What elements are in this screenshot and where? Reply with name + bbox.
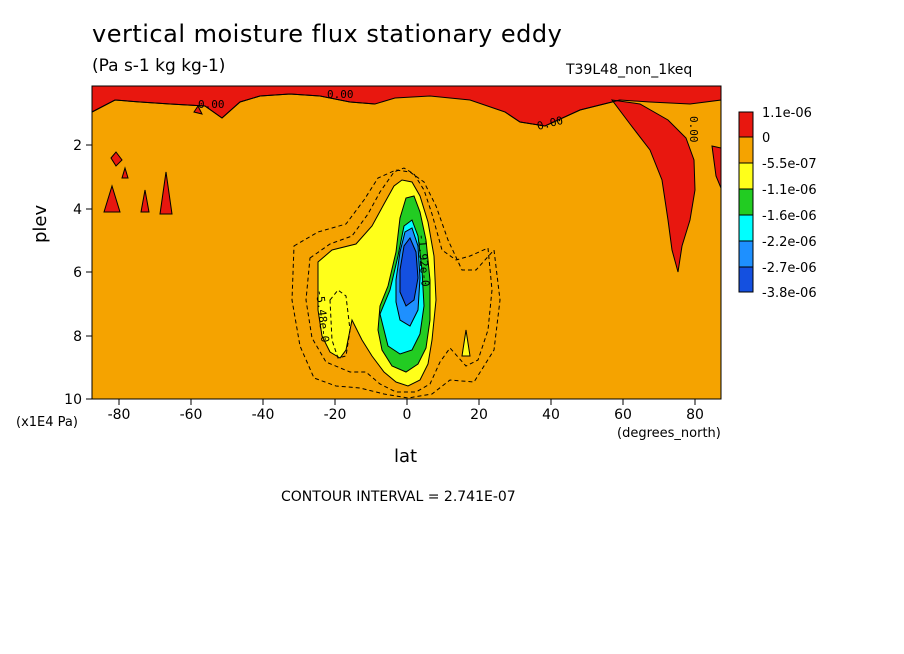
colorbar: 1.1e-06 0 -5.5e-07 -1.1e-06 -1.6e-06 -2.… [738,106,817,301]
x-tick-label: -20 [324,407,347,423]
x-axis: -80 -60 -40 -20 0 20 40 60 80 [108,399,704,423]
positive-spike [159,171,173,215]
y-tick-label: 2 [73,138,82,154]
x-tick-label: 80 [686,407,704,423]
x-tick-label: 60 [614,407,632,423]
contour-label-group: 0.00 0.00 0.00 0.00 -5.48e-0 -1.92e-0 [198,88,700,343]
contour-label: -5.48e-0 [313,289,331,343]
colorbar-label: -2.2e-06 [762,235,817,250]
positive-spike [140,189,150,213]
x-tick-label: -80 [108,407,131,423]
x-tick: 20 [470,399,488,423]
y-tick-label: 6 [73,265,82,281]
x-tick: -20 [324,399,347,423]
chart-subtitle: (Pa s-1 kg kg-1) [92,56,226,76]
colorbar-swatch [738,188,754,216]
y-units: (x1E4 Pa) [16,415,78,430]
x-units: (degrees_north) [617,426,721,441]
positive-spike [103,184,121,213]
contour-interval: CONTOUR INTERVAL = 2.741E-07 [281,489,516,505]
contour-label: 0.00 [327,88,354,101]
colorbar-label: 0 [762,131,770,146]
contour-label: 0.00 [687,116,700,143]
colorbar-swatch [738,111,754,138]
positive-spike [110,151,123,167]
y-axis: 2 4 6 8 10 [64,138,92,408]
colorbar-label: -5.5e-07 [762,157,817,172]
y-tick-label: 10 [64,392,82,408]
x-axis-label: lat [394,446,418,467]
zero-contours [91,93,621,127]
contour-label: 0.00 [536,114,565,133]
run-id: T39L48_non_1keq [566,62,693,78]
negative-region-yellow [461,329,471,357]
contour-label: -1.92e-0 [415,233,432,287]
colorbar-swatch [738,136,754,164]
colorbar-label: -3.8e-06 [762,286,817,301]
y-tick: 10 [64,392,92,408]
colorbar-swatch [738,214,754,242]
positive-region-north [610,99,696,273]
chart-title: vertical moisture flux stationary eddy [92,20,563,48]
x-tick: -40 [252,399,275,423]
colorbar-label: -2.7e-06 [762,261,817,276]
colorbar-label: -1.1e-06 [762,183,817,198]
colorbar-label: -1.6e-06 [762,209,817,224]
colorbar-label: 1.1e-06 [762,106,812,121]
positive-spike [193,105,203,115]
x-tick: 40 [542,399,560,423]
colorbar-swatch [738,240,754,268]
x-tick: -60 [180,399,203,423]
y-tick-label: 8 [73,329,82,345]
dashed-contours [291,167,501,399]
y-tick: 8 [73,329,92,345]
x-tick-label: 0 [403,407,412,423]
x-tick-label: 20 [470,407,488,423]
y-tick: 6 [73,265,92,281]
x-tick: 0 [403,399,412,423]
colorbar-swatch [738,266,754,293]
x-tick: 80 [686,399,704,423]
y-tick: 2 [73,138,92,154]
x-tick-label: 40 [542,407,560,423]
x-tick-label: -40 [252,407,275,423]
colorbar-swatch [738,162,754,190]
negative-region-core [399,237,419,307]
x-tick: -80 [108,399,131,423]
y-tick-label: 4 [73,202,82,218]
y-tick: 4 [73,202,92,218]
positive-spike [121,166,129,179]
x-tick: 60 [614,399,632,423]
contour-label: 0.00 [198,98,225,111]
x-tick-label: -60 [180,407,203,423]
